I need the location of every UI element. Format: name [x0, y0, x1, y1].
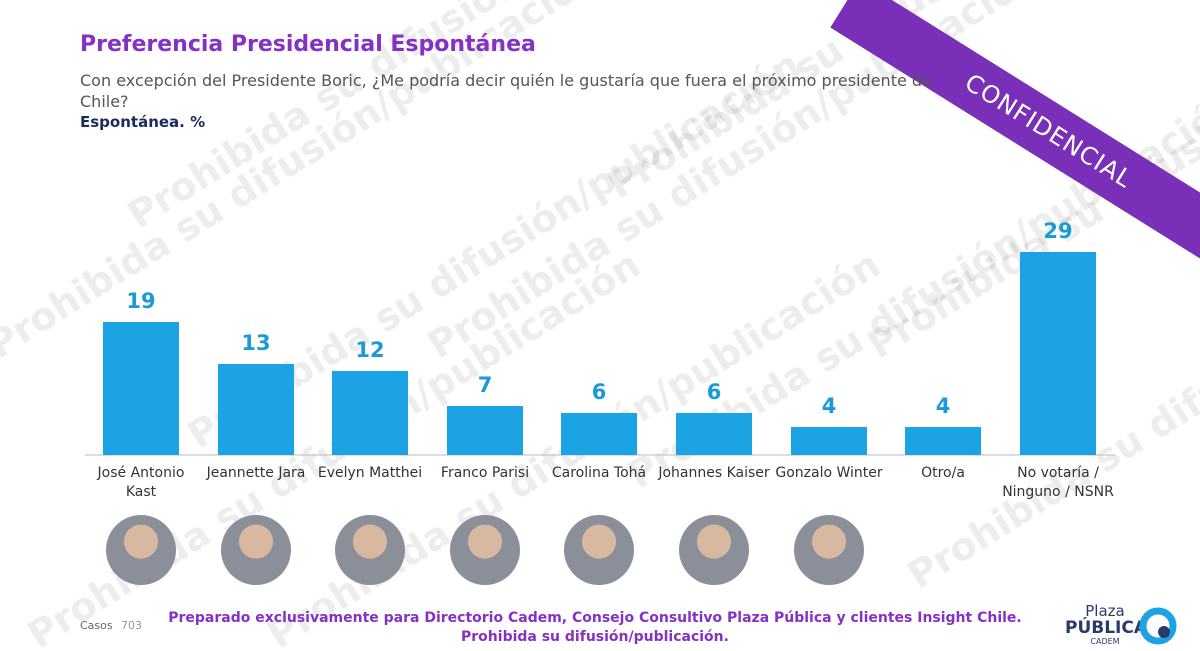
x-tick-label: Otro/a	[921, 465, 965, 481]
x-tick-label: Franco Parisi	[440, 465, 530, 481]
logo-text: Plaza	[1085, 602, 1125, 620]
bar	[676, 413, 752, 455]
chart-subtitle: Con excepción del Presidente Boric, ¿Me …	[80, 71, 932, 111]
value-label: 4	[935, 394, 951, 418]
candidate-photo	[106, 515, 176, 585]
cases-label: Casos	[80, 619, 113, 632]
bar	[791, 427, 867, 455]
bar	[103, 322, 179, 455]
unit-label: Espontánea. %	[80, 113, 206, 131]
value-label: 6	[591, 380, 607, 404]
value-label: 19	[126, 289, 156, 313]
logo-text: CADEM	[1090, 637, 1120, 646]
candidate-photo	[335, 515, 405, 585]
footer-note: Preparado exclusivamente para Directorio…	[168, 610, 1022, 626]
footer-note: Prohibida su difusión/publicación.	[461, 629, 729, 645]
value-label: 7	[477, 373, 493, 397]
value-label: 13	[241, 331, 271, 355]
bar	[218, 364, 294, 455]
value-label: 29	[1043, 219, 1073, 243]
x-tick-label: Gonzalo Winter	[775, 465, 883, 481]
bar	[905, 427, 981, 455]
bar	[1020, 252, 1096, 455]
cases-value: 703	[121, 619, 142, 632]
bar	[447, 406, 523, 455]
value-label: 4	[821, 394, 837, 418]
x-tick-label: José Antonio Kast	[97, 465, 185, 500]
candidate-photo	[679, 515, 749, 585]
chart-title: Preferencia Presidencial Espontánea	[80, 32, 536, 57]
candidate-photo	[221, 515, 291, 585]
x-tick-label: Evelyn Matthei	[317, 465, 423, 481]
bar	[332, 371, 408, 455]
x-tick-label: Carolina Tohá	[551, 465, 647, 481]
logo-text: PÚBLICA	[1065, 618, 1148, 638]
value-label: 12	[355, 338, 385, 362]
candidate-photo	[794, 515, 864, 585]
x-tick-label: No votaría / Ninguno / NSNR	[1002, 465, 1114, 500]
candidate-photo	[450, 515, 520, 585]
logo-icon	[1139, 607, 1177, 645]
x-tick-label: Johannes Kaiser	[658, 465, 770, 481]
value-label: 6	[706, 380, 722, 404]
candidate-photo	[564, 515, 634, 585]
x-tick-label: Jeannette Jara	[206, 465, 306, 481]
bar	[561, 413, 637, 455]
